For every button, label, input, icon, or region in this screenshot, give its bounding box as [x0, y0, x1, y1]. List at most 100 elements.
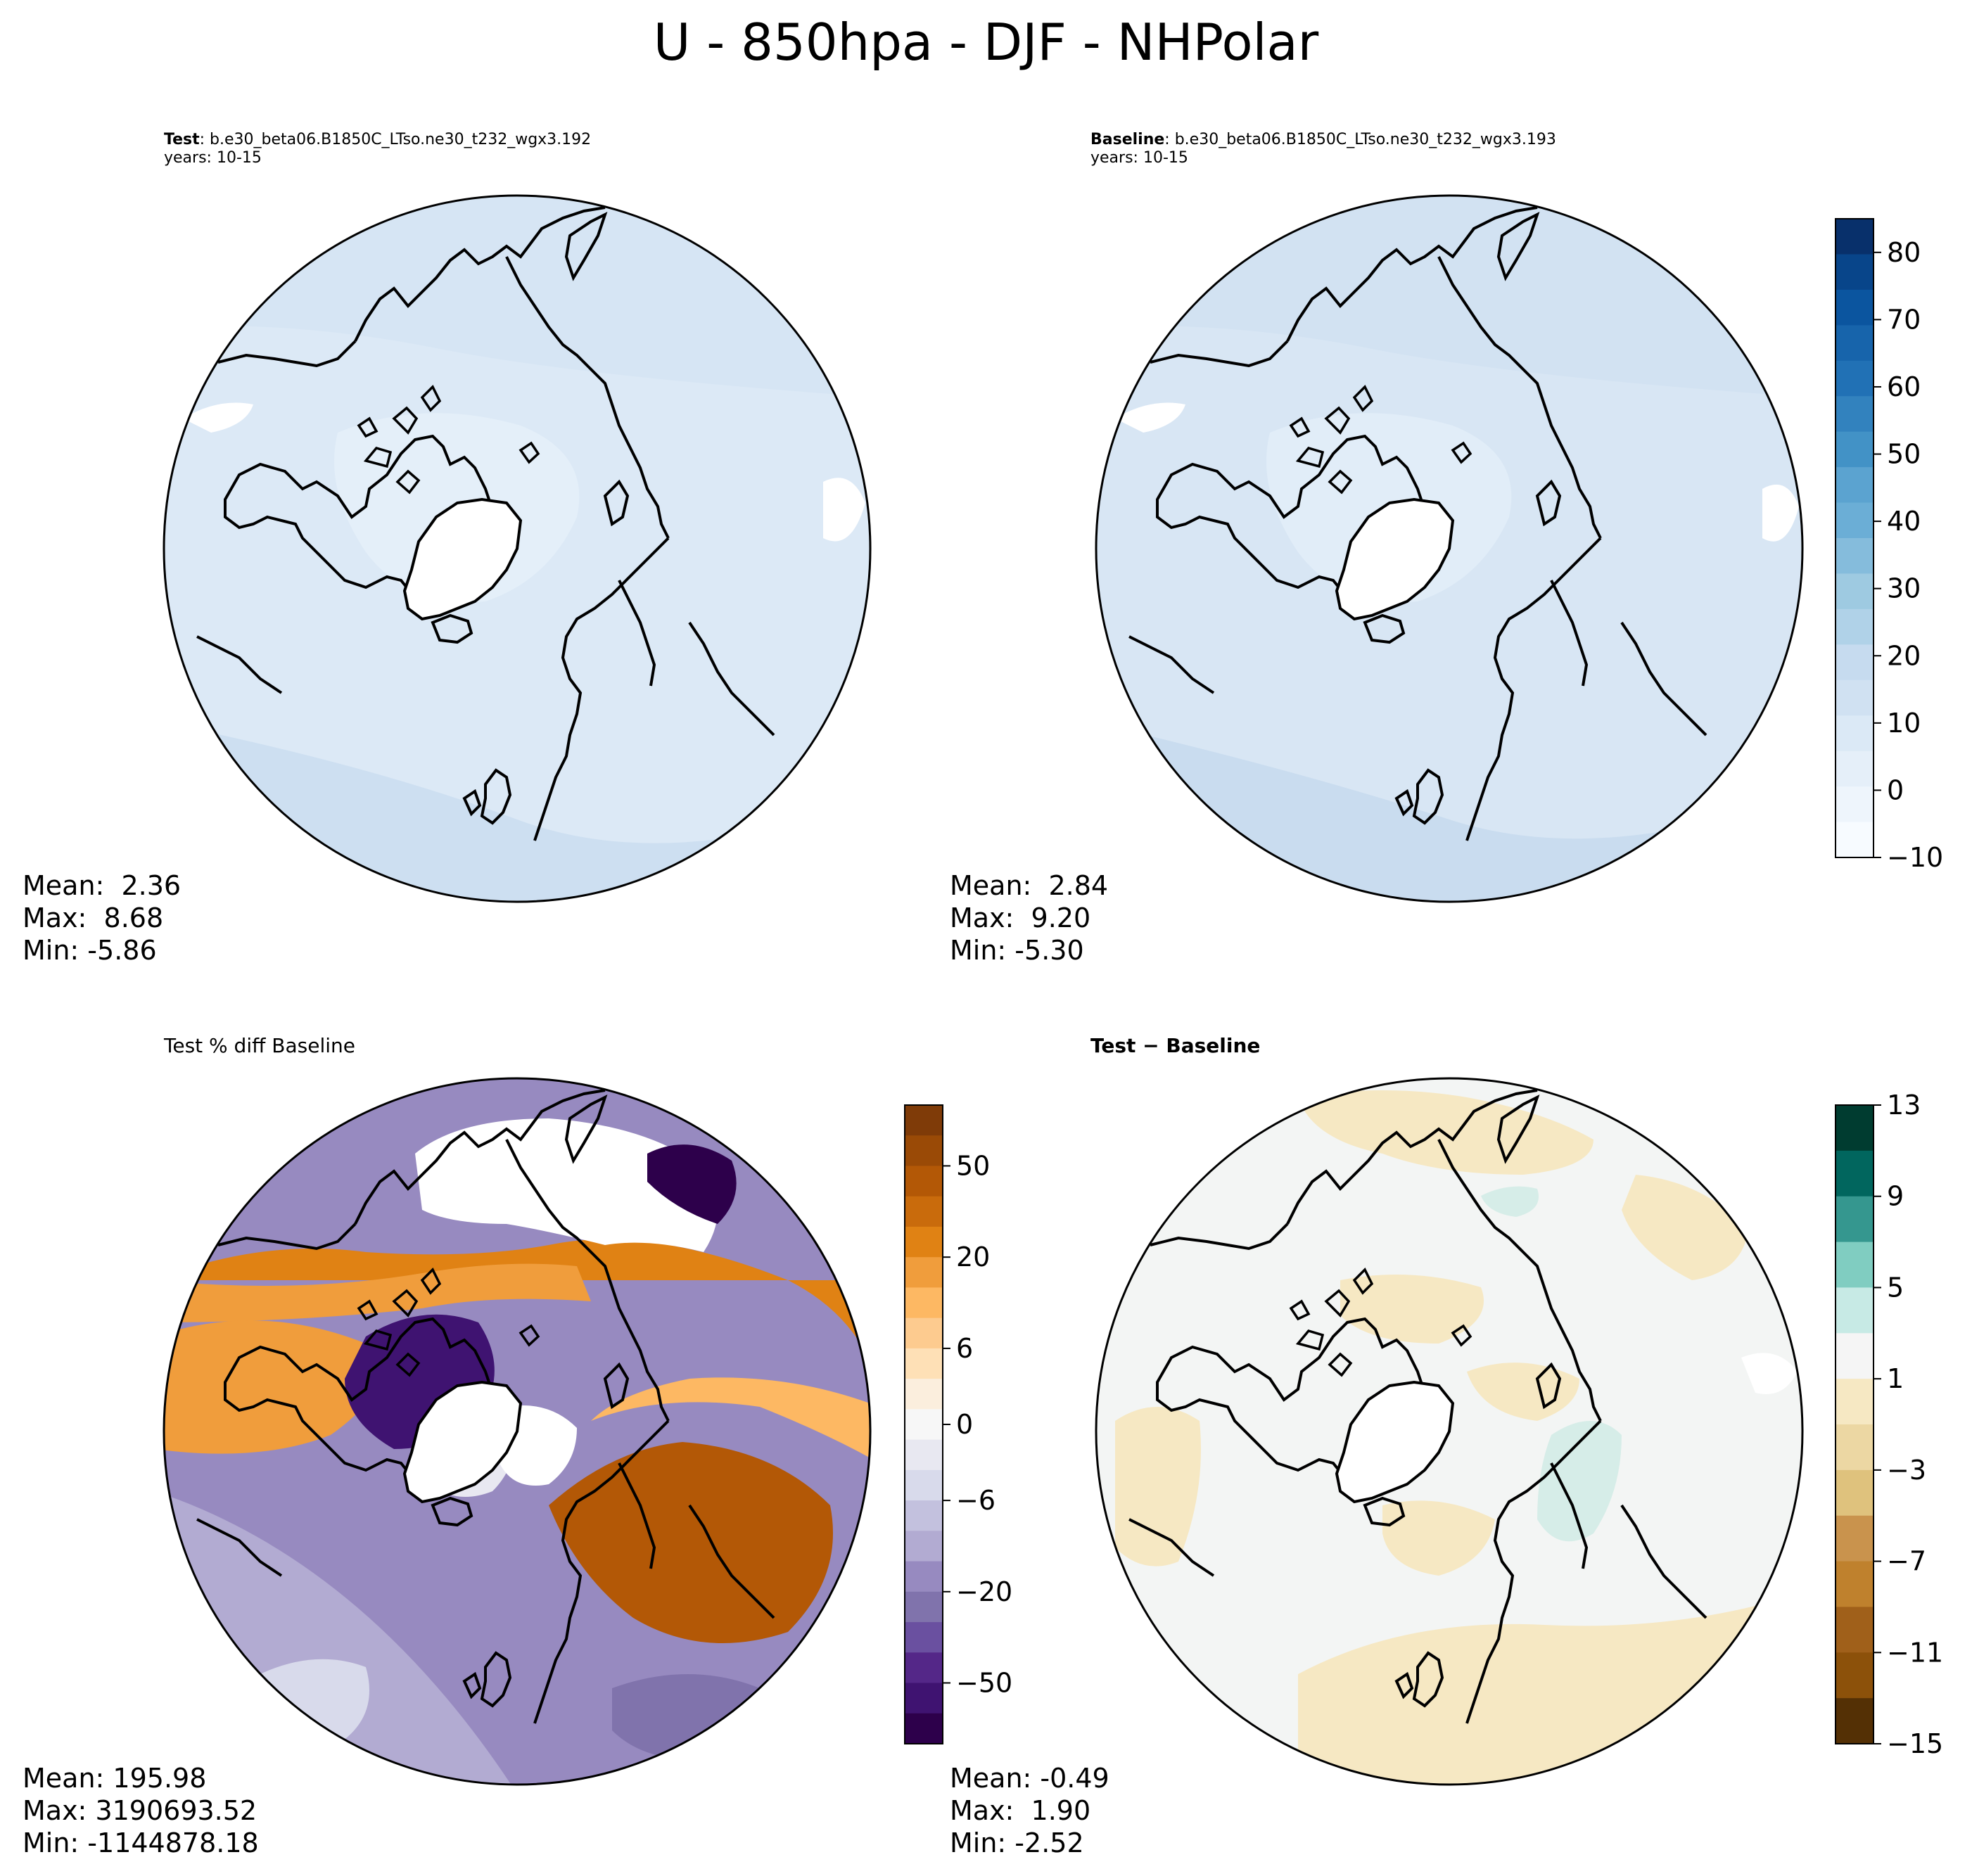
- diff-colorbar-swatch: [1836, 1424, 1874, 1471]
- pctdiff-panel-title: Test % diff Baseline: [164, 1034, 356, 1057]
- baseline-max: Max: 9.20: [950, 902, 1091, 933]
- pctdiff-stats: Mean: 195.98 Max: 3190693.52 Min: -11448…: [23, 1762, 259, 1859]
- diff-colorbar: 13 9 5 1 −3 −7 −11 −15: [1835, 1090, 1943, 1759]
- baseline-stats: Mean: 2.84 Max: 9.20 Min: -5.30: [950, 869, 1108, 966]
- pct-colorbar-swatch: [905, 1713, 943, 1744]
- pct-colorbar-swatch: [905, 1591, 943, 1623]
- test-map: [163, 194, 872, 903]
- pct-colorbar-swatch: [905, 1348, 943, 1379]
- abs-colorbar-swatch: [1836, 573, 1874, 610]
- diff-colorbar-swatch: [1836, 1469, 1874, 1517]
- baseline-case-name: : b.e30_beta06.B1850C_LTso.ne30_t232_wgx…: [1164, 131, 1556, 148]
- pctdiff-max: Max: 3190693.52: [23, 1795, 257, 1826]
- pct-colorbar-swatch: [905, 1105, 943, 1136]
- pct-colorbar-swatch: [905, 1531, 943, 1562]
- pct-colorbar-swatch: [905, 1287, 943, 1319]
- pct-colorbar-swatch: [905, 1257, 943, 1288]
- test-label-bold: Test: [164, 131, 200, 148]
- test-panel-title: Test: b.e30_beta06.B1850C_LTso.ne30_t232…: [164, 131, 591, 167]
- diff-colorbar-ticks: 13 9 5 1 −3 −7 −11 −15: [1874, 1090, 1943, 1759]
- pct-colorbar-tick-label: 0: [956, 1409, 973, 1440]
- abs-colorbar-swatch: [1836, 396, 1874, 433]
- diff-stats: Mean: -0.49 Max: 1.90 Min: -2.52: [950, 1762, 1109, 1859]
- diff-colorbar-swatch: [1836, 1333, 1874, 1379]
- abs-colorbar-tick-label: 50: [1887, 439, 1921, 470]
- abs-colorbar-tick-label: 20: [1887, 640, 1921, 671]
- abs-colorbar-tick-label: −10: [1887, 842, 1943, 873]
- pctdiff-map: [163, 1077, 872, 1786]
- pct-colorbar-tick-label: −6: [956, 1485, 995, 1516]
- test-case-name: : b.e30_beta06.B1850C_LTso.ne30_t232_wgx…: [199, 131, 592, 148]
- pct-colorbar-tick-label: 50: [956, 1150, 990, 1181]
- pctdiff-min: Min: -1144878.18: [23, 1827, 259, 1858]
- test-max: Max: 8.68: [23, 902, 164, 933]
- abs-colorbar-swatch: [1836, 219, 1874, 255]
- pct-colorbar-tick-label: 6: [956, 1333, 973, 1364]
- diff-min: Min: -2.52: [950, 1827, 1084, 1858]
- pct-colorbar-swatches: [905, 1105, 943, 1744]
- abs-colorbar-tick-label: 60: [1887, 371, 1921, 402]
- test-mean: Mean: 2.36: [23, 870, 182, 901]
- figure-title: U - 850hpa - DJF - NHPolar: [653, 13, 1319, 72]
- pct-colorbar-swatch: [905, 1226, 943, 1258]
- diff-colorbar-swatch: [1836, 1515, 1874, 1562]
- diff-colorbar-tick-label: −3: [1887, 1455, 1926, 1486]
- abs-colorbar-swatch: [1836, 679, 1874, 716]
- diff-colorbar-swatch: [1836, 1561, 1874, 1607]
- abs-colorbar-swatch: [1836, 325, 1874, 362]
- abs-colorbar-swatch: [1836, 751, 1874, 787]
- diff-colorbar-tick-label: 5: [1887, 1272, 1904, 1303]
- pct-colorbar-swatch: [905, 1379, 943, 1410]
- abs-colorbar-swatches: [1836, 219, 1874, 858]
- abs-colorbar-tick-label: 80: [1887, 237, 1921, 268]
- diff-colorbar-tick-label: −11: [1887, 1637, 1943, 1668]
- abs-colorbar-tick-label: 70: [1887, 304, 1921, 335]
- pct-colorbar-swatch: [905, 1317, 943, 1349]
- abs-colorbar-swatch: [1836, 715, 1874, 752]
- diff-mean: Mean: -0.49: [950, 1763, 1109, 1794]
- abs-colorbar-swatch: [1836, 822, 1874, 858]
- pct-colorbar-swatch: [905, 1469, 943, 1501]
- diff-colorbar-tick-label: 1: [1887, 1363, 1904, 1394]
- abs-colorbar-tick-label: 40: [1887, 506, 1921, 537]
- baseline-panel-title: Baseline: b.e30_beta06.B1850C_LTso.ne30_…: [1090, 131, 1556, 167]
- baseline-map: [1095, 194, 1804, 903]
- pct-colorbar-swatch: [905, 1683, 943, 1714]
- diff-colorbar-tick-label: 9: [1887, 1181, 1904, 1212]
- pctdiff-mean: Mean: 195.98: [23, 1763, 207, 1794]
- pct-colorbar-tick-label: 20: [956, 1242, 990, 1272]
- abs-colorbar-swatch: [1836, 644, 1874, 681]
- pct-colorbar: 50 20 6 0 −6 −20 −50: [904, 1104, 1012, 1744]
- pct-colorbar-swatch: [905, 1652, 943, 1684]
- diff-max: Max: 1.90: [950, 1795, 1091, 1826]
- pct-colorbar-swatch: [905, 1196, 943, 1227]
- baseline-label-bold: Baseline: [1090, 131, 1165, 148]
- pct-colorbar-swatch: [905, 1561, 943, 1593]
- diff-colorbar-swatch: [1836, 1287, 1874, 1334]
- abs-colorbar: 80 70 60 50 40 30 20 10 0 −10: [1835, 218, 1943, 873]
- abs-colorbar-swatch: [1836, 360, 1874, 397]
- diff-colorbar-swatch: [1836, 1242, 1874, 1288]
- diff-colorbar-swatch: [1836, 1698, 1874, 1744]
- abs-colorbar-tick-label: 0: [1887, 774, 1904, 805]
- diff-colorbar-tick-label: 13: [1887, 1090, 1921, 1121]
- diff-colorbar-swatch: [1836, 1105, 1874, 1151]
- pct-colorbar-swatch: [905, 1439, 943, 1471]
- abs-colorbar-swatch: [1836, 538, 1874, 574]
- pct-colorbar-swatch: [905, 1622, 943, 1653]
- abs-colorbar-ticks: 80 70 60 50 40 30 20 10 0 −10: [1874, 237, 1943, 873]
- abs-colorbar-swatch: [1836, 608, 1874, 645]
- diff-colorbar-swatch: [1836, 1196, 1874, 1243]
- pct-colorbar-swatch: [905, 1500, 943, 1531]
- abs-colorbar-swatch: [1836, 431, 1874, 468]
- abs-colorbar-swatch: [1836, 502, 1874, 539]
- abs-colorbar-swatch: [1836, 467, 1874, 504]
- diff-colorbar-swatch: [1836, 1379, 1874, 1425]
- pct-colorbar-swatch: [905, 1166, 943, 1197]
- pct-colorbar-tick-label: −20: [956, 1576, 1012, 1607]
- test-years: years: 10-15: [164, 149, 262, 167]
- test-min: Min: -5.86: [23, 935, 157, 966]
- pct-colorbar-swatch: [905, 1409, 943, 1441]
- baseline-min: Min: -5.30: [950, 935, 1084, 966]
- abs-colorbar-tick-label: 30: [1887, 573, 1921, 604]
